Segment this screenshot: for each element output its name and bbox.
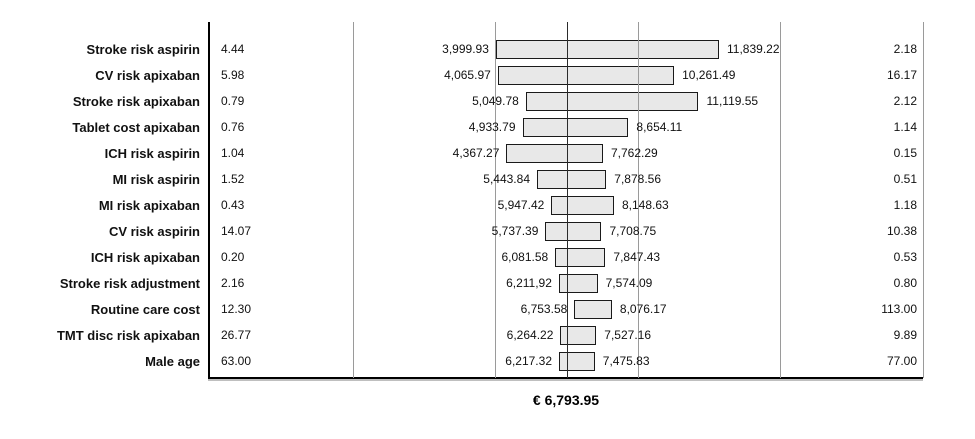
param-low-value: 0.20 <box>221 250 245 264</box>
param-low-value: 2.16 <box>221 276 245 290</box>
ev-high-label: 8,654.11 <box>636 120 683 134</box>
row-label: MI risk apixaban <box>98 198 200 213</box>
row-label: Routine care cost <box>90 302 200 317</box>
tornado-bar <box>495 40 719 59</box>
param-high-value: 0.51 <box>893 172 917 186</box>
ev-low-label: 6,217.32 <box>505 354 552 368</box>
plot-right-frame <box>923 22 924 378</box>
row-label: MI risk aspirin <box>112 172 200 187</box>
tornado-bar <box>525 92 699 111</box>
gridline <box>495 22 497 378</box>
ev-high-label: 8,148.63 <box>622 198 669 212</box>
param-high-value: 0.53 <box>893 250 917 264</box>
param-low-value: 26.77 <box>221 328 252 342</box>
ev-high-label: 10,261.49 <box>682 68 736 82</box>
ev-low-label: 5,737.39 <box>491 224 539 238</box>
param-high-value: 9.89 <box>893 328 917 342</box>
param-high-value: 77.00 <box>886 354 917 368</box>
ev-low-label: 5,049.78 <box>472 94 519 108</box>
tornado-bar <box>522 118 629 137</box>
row-label: ICH risk aspirin <box>104 146 200 161</box>
x-axis-line <box>208 377 923 379</box>
param-high-value: 1.14 <box>893 120 917 134</box>
ev-high-label: 7,878.56 <box>614 172 662 186</box>
row-label: Tablet cost apixaban <box>72 120 200 135</box>
ev-low-label: 5,443.84 <box>483 172 530 186</box>
row-label: Male age <box>145 354 200 369</box>
param-low-value: 12.30 <box>221 302 252 316</box>
ev-low-label: 5,947.42 <box>497 198 545 212</box>
ev-low-label: 3,999.93 <box>442 42 489 56</box>
baseline-ev-line <box>566 22 568 378</box>
param-low-value: 63.00 <box>221 354 252 368</box>
param-high-value: 10.38 <box>886 224 917 238</box>
row-label: Stroke risk adjustment <box>59 276 200 291</box>
param-low-value: 0.79 <box>221 94 245 108</box>
param-low-value: 0.76 <box>221 120 245 134</box>
row-label: ICH risk apixaban <box>90 250 200 265</box>
gridline <box>780 22 782 378</box>
tornado-bar <box>537 170 607 189</box>
param-low-value: 5.98 <box>221 68 245 82</box>
ev-low-label: 6,211,92 <box>506 276 552 290</box>
param-high-value: 0.15 <box>893 146 917 160</box>
ev-high-label: 7,527.16 <box>604 328 652 342</box>
tornado-bar <box>560 326 597 345</box>
param-low-value: 0.43 <box>221 198 245 212</box>
tornado-bar <box>551 196 614 215</box>
y-axis-line <box>208 22 210 378</box>
tornado-bar <box>559 352 595 371</box>
ev-high-label: 11,119.55 <box>706 94 759 108</box>
param-low-value: 1.52 <box>221 172 245 186</box>
gridline <box>637 22 639 378</box>
ev-high-label: 7,762.29 <box>611 146 658 160</box>
tornado-bar <box>506 144 603 163</box>
tornado-bar <box>555 248 606 267</box>
ev-high-label: 7,847.43 <box>613 250 661 264</box>
param-low-value: 4.44 <box>221 42 245 56</box>
ev-high-label: 8,076.17 <box>619 302 667 316</box>
tornado-bar <box>497 66 675 85</box>
row-label: Stroke risk aspirin <box>86 42 200 57</box>
row-label: CV risk apixaban <box>95 68 200 83</box>
ev-low-label: 4,367.27 <box>452 146 500 160</box>
param-high-value: 16.17 <box>886 68 917 82</box>
tornado-bar <box>558 274 598 293</box>
param-low-value: 14.07 <box>221 224 252 238</box>
ev-low-label: 6,753.58 <box>520 302 568 316</box>
ev-low-label: 4,933.79 <box>468 120 516 134</box>
ev-high-label: 7,574.09 <box>605 276 653 290</box>
ev-high-label: 7,708.75 <box>609 224 657 238</box>
param-high-value: 1.18 <box>893 198 917 212</box>
param-low-value: 1.04 <box>221 146 245 160</box>
ev-low-label: 4,065.97 <box>444 68 491 82</box>
gridline <box>352 22 354 378</box>
param-high-value: 113.00 <box>881 302 917 316</box>
row-label: Stroke risk apixaban <box>72 94 200 109</box>
ev-high-label: 7,475.83 <box>602 354 650 368</box>
param-high-value: 2.12 <box>893 94 917 108</box>
ev-low-label: 6,081.58 <box>501 250 549 264</box>
row-label: CV risk aspirin <box>108 224 200 239</box>
ev-high-label: 11,839.22 <box>727 42 780 56</box>
param-high-value: 0.80 <box>893 276 917 290</box>
tornado-bar <box>545 222 602 241</box>
baseline-ev-label: € 6,793.95 <box>532 392 600 408</box>
row-label: TMT disc risk apixaban <box>56 328 200 343</box>
param-high-value: 2.18 <box>893 42 917 56</box>
tornado-bar <box>574 300 612 319</box>
ev-low-label: 6,264.22 <box>506 328 554 342</box>
